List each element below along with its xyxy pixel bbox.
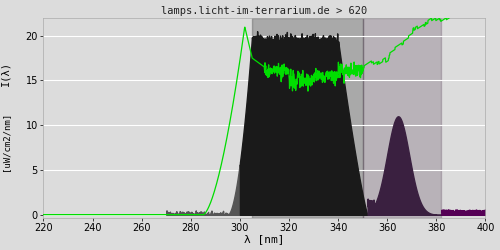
- Bar: [252, 18, 362, 218]
- Bar: [362, 18, 441, 218]
- X-axis label: λ [nm]: λ [nm]: [244, 234, 284, 244]
- Title: lamps.licht-im-terrarium.de > 620: lamps.licht-im-terrarium.de > 620: [162, 6, 368, 16]
- Text: [uW/cm2/nm]: [uW/cm2/nm]: [2, 112, 11, 171]
- Text: I(λ): I(λ): [1, 61, 11, 86]
